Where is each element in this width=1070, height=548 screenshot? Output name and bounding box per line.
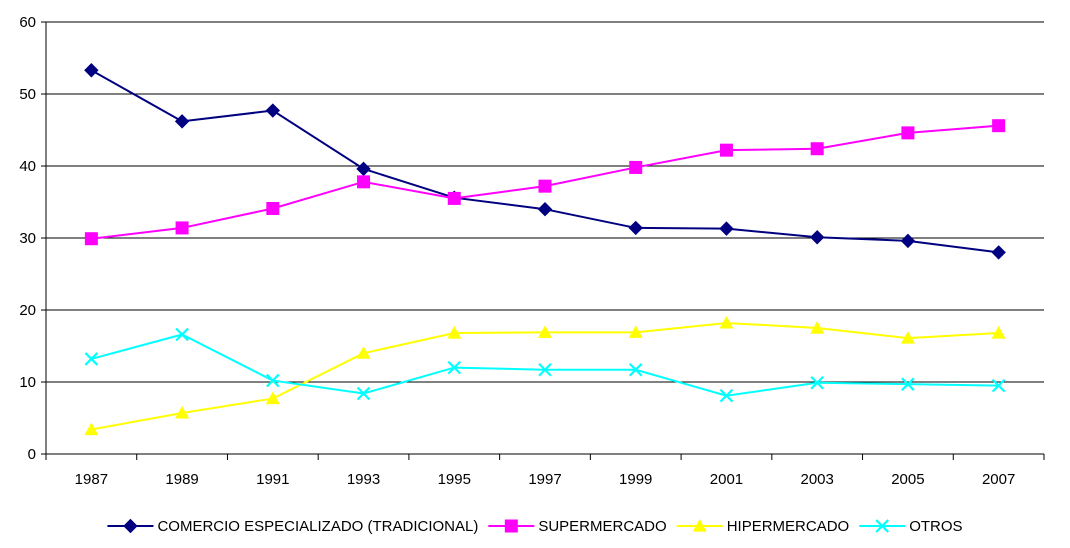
x-tick-label: 2001	[710, 471, 743, 488]
data-point	[538, 325, 552, 338]
data-point	[265, 391, 280, 405]
data-point	[84, 422, 99, 436]
axes: 0 10 20 30 40 50 60 1987 1989 1991 1993 1995 1997 199…	[19, 14, 1045, 488]
legend-item: SUPERMERCADO	[488, 518, 667, 535]
data-point	[628, 325, 643, 338]
data-point	[266, 373, 280, 388]
x-tick-label: 1995	[438, 471, 471, 488]
y-tick-label: 20	[19, 302, 36, 319]
data-point	[900, 331, 915, 344]
x-tick-label: 2007	[982, 471, 1015, 488]
y-tick-label: 40	[19, 158, 36, 175]
series-line	[91, 321, 999, 431]
legend: COMERCIO ESPECIALIZADO (TRADICIONAL) SUPE…	[107, 518, 963, 535]
legend-marker	[504, 519, 518, 533]
series-3	[84, 327, 1006, 403]
data-point	[629, 160, 643, 174]
data-point	[991, 326, 1006, 339]
x-tick-label: 1989	[165, 471, 198, 488]
legend-label: COMERCIO ESPECIALIZADO (TRADICIONAL)	[157, 518, 478, 535]
data-point	[628, 362, 643, 377]
data-point	[901, 126, 915, 140]
data-point	[810, 375, 824, 390]
series-lines	[84, 63, 1006, 436]
legend-label: SUPERMERCADO	[538, 518, 666, 535]
x-tick-label: 1997	[528, 471, 561, 488]
gridlines	[46, 21, 1044, 383]
data-point	[356, 161, 371, 177]
data-point	[447, 191, 461, 205]
data-point	[901, 377, 915, 391]
data-point	[991, 378, 1006, 393]
data-point	[265, 103, 281, 118]
data-point	[356, 346, 371, 359]
data-point	[175, 221, 189, 235]
data-point	[84, 232, 98, 246]
y-tick-label: 50	[19, 86, 36, 103]
data-point	[719, 143, 733, 157]
legend-item: HIPERMERCADO	[676, 518, 850, 535]
data-point	[810, 321, 825, 334]
data-point	[810, 142, 824, 156]
data-point	[537, 201, 553, 217]
legend-marker	[875, 519, 889, 533]
data-point	[538, 179, 552, 193]
data-point	[175, 327, 189, 342]
y-tick-label: 0	[28, 446, 36, 463]
x-tick-label: 1987	[75, 471, 108, 488]
data-point	[538, 362, 552, 377]
data-point	[266, 201, 280, 215]
series-2	[84, 315, 1006, 436]
legend-label: OTROS	[909, 518, 962, 535]
y-tick-label: 30	[19, 230, 36, 247]
x-tick-label: 2003	[800, 471, 833, 488]
data-point	[719, 315, 734, 329]
x-tick-label: 2005	[891, 471, 924, 488]
data-point	[356, 386, 371, 401]
data-point	[809, 230, 825, 245]
data-point	[357, 175, 371, 189]
data-point	[900, 233, 916, 249]
x-tick-label: 1991	[256, 471, 289, 488]
series-line	[91, 333, 999, 397]
legend-item: OTROS	[859, 518, 963, 535]
y-tick-label: 10	[19, 374, 36, 391]
data-point	[719, 388, 734, 403]
legend-item: COMERCIO ESPECIALIZADO (TRADICIONAL)	[107, 518, 478, 535]
legend-marker	[123, 518, 138, 534]
series-1	[84, 119, 1006, 246]
data-point	[991, 245, 1006, 260]
data-point	[628, 220, 643, 236]
series-0	[84, 63, 1006, 260]
series-line	[90, 69, 999, 254]
data-point	[84, 352, 99, 366]
x-tick-label: 1999	[619, 471, 652, 488]
data-point	[447, 360, 462, 375]
data-point	[175, 405, 190, 419]
legend-label: HIPERMERCADO	[727, 518, 850, 535]
y-tick-label: 60	[19, 14, 36, 31]
data-point	[992, 119, 1006, 133]
legend-marker	[692, 519, 707, 532]
x-tick-label: 1993	[347, 471, 380, 488]
data-point	[174, 114, 190, 129]
data-point	[84, 63, 99, 78]
data-point	[447, 326, 462, 339]
data-point	[719, 221, 734, 236]
